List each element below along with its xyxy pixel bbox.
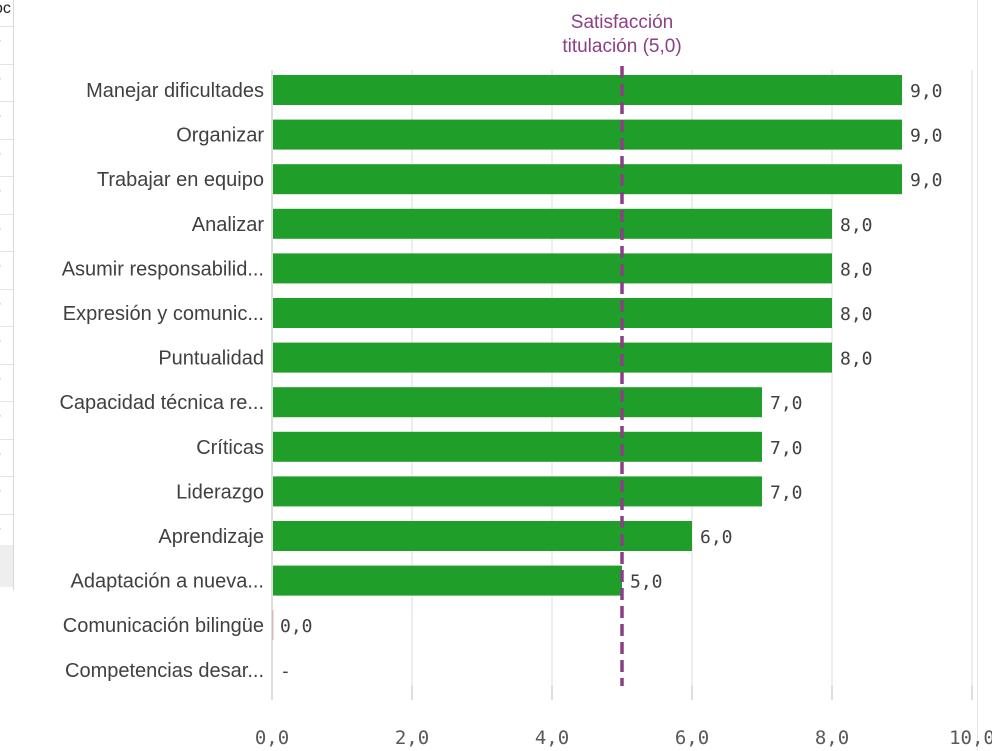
x-tick-label: 4,0: [535, 727, 569, 749]
left-strip-cell: e: [0, 370, 13, 388]
left-strip-row-divider: [0, 176, 13, 177]
right-panel-border: [977, 0, 978, 751]
category-label: Competencias desar...: [65, 660, 264, 682]
category-label: Adaptación a nueva...: [71, 571, 264, 593]
category-label: Analizar: [192, 214, 265, 236]
value-label: 0,0: [280, 616, 313, 637]
bar: [272, 610, 274, 641]
category-label: Manejar dificultades: [86, 80, 264, 102]
bar: [273, 431, 762, 462]
left-strip-cell: e: [0, 520, 13, 538]
left-data-strip: oc eeeeeeeeeeeeee-: [0, 0, 14, 590]
value-label: 6,0: [700, 527, 733, 548]
left-strip-cell: e: [0, 257, 13, 275]
bar: [273, 75, 902, 105]
category-label: Críticas: [196, 437, 264, 459]
bar: [273, 387, 762, 418]
left-strip-row-divider: [0, 138, 13, 140]
bar: [273, 119, 902, 150]
category-label: Capacidad técnica re...: [59, 392, 264, 414]
category-label: Liderazgo: [176, 481, 264, 503]
bar: [273, 476, 762, 507]
left-strip-cell: e: [0, 482, 13, 500]
bar: [273, 521, 692, 551]
x-tick-label: 10,0: [949, 727, 992, 749]
left-strip-cell: e: [0, 220, 13, 238]
labels-layer: Manejar dificultades 9,0 Organizar 9,0 Traba…: [59, 80, 942, 682]
left-strip-row-divider: [0, 513, 13, 515]
category-label: Expresión y comunic...: [63, 303, 264, 325]
left-strip-cell: e: [0, 32, 13, 50]
value-label: 5,0: [630, 572, 663, 593]
left-strip-row-divider: [0, 288, 13, 290]
left-strip-row-divider: [0, 251, 13, 252]
left-strip-cell: e: [0, 445, 13, 463]
category-label: Trabajar en equipo: [97, 169, 264, 191]
bar: [273, 253, 832, 284]
left-strip-cell: e: [0, 295, 13, 313]
left-strip-row-divider: [0, 438, 13, 440]
reference-line-label: Satisfacción: [571, 12, 673, 33]
value-label: 9,0: [910, 126, 943, 147]
left-strip-row-divider: [0, 63, 13, 65]
reference-line-layer: Satisfacción titulación (5,0): [562, 12, 682, 686]
bars-layer: [272, 75, 902, 641]
value-label: 8,0: [840, 259, 873, 280]
category-label: Comunicación bilingüe: [63, 615, 264, 637]
left-strip-cell: e: [0, 407, 13, 425]
bar: [273, 298, 832, 328]
left-strip-row-divider: [0, 326, 13, 327]
left-strip-row-divider: [0, 401, 13, 402]
bar: [273, 164, 902, 195]
left-strip-cell: e: [0, 107, 13, 125]
reference-line-label: titulación (5,0): [562, 36, 681, 57]
value-label: 8,0: [840, 304, 873, 325]
left-strip-row-divider: [0, 101, 13, 102]
x-tick-label: 6,0: [675, 727, 709, 749]
bar: [273, 342, 832, 373]
category-label: Asumir responsabilid...: [62, 258, 264, 280]
left-strip-cell: e: [0, 332, 13, 350]
left-strip-row-divider: [0, 476, 13, 477]
category-label: Puntualidad: [158, 348, 264, 370]
axis-layer: 0,0 2,0 4,0 6,0 8,0 10,0: [255, 70, 992, 749]
value-label: -: [280, 661, 291, 682]
value-label: 9,0: [910, 170, 943, 191]
left-strip-selected-row[interactable]: [0, 545, 13, 587]
value-label: 8,0: [840, 215, 873, 236]
left-strip-header: oc: [0, 0, 11, 17]
x-tick-label: 8,0: [815, 727, 849, 749]
left-strip-cell: e: [0, 182, 13, 200]
value-label: 8,0: [840, 349, 873, 370]
left-strip-row-divider: [0, 26, 13, 27]
bar: [273, 208, 832, 239]
left-strip-cell: e: [0, 145, 13, 163]
x-tick-label: 2,0: [395, 727, 429, 749]
left-strip-row-divider: [0, 363, 13, 365]
left-strip-cell: e: [0, 70, 13, 88]
x-tick-label: 0,0: [255, 727, 289, 749]
category-label: Organizar: [176, 125, 264, 147]
value-label: 7,0: [770, 438, 803, 459]
value-label: 7,0: [770, 482, 803, 503]
category-label: Aprendizaje: [158, 526, 264, 548]
value-label: 9,0: [910, 81, 943, 102]
bar: [273, 565, 622, 596]
left-strip-row-divider: [0, 213, 13, 215]
value-label: 7,0: [770, 393, 803, 414]
